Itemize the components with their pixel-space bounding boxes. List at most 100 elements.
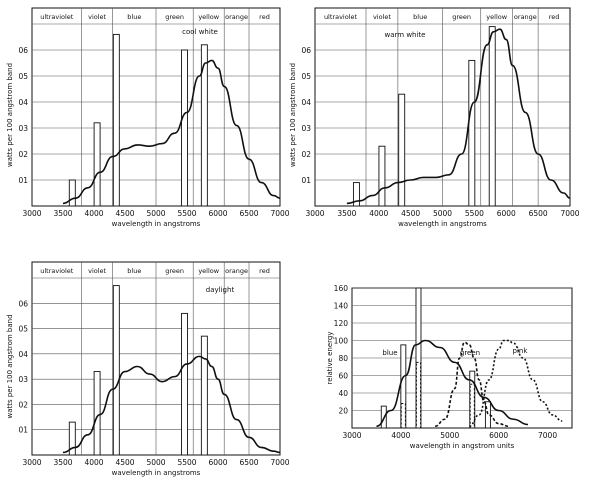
- y-tick-label: 05: [18, 325, 28, 334]
- x-tick-label: 5000: [440, 431, 459, 440]
- x-tick-label: 3000: [305, 209, 324, 218]
- x-tick-label: 3500: [337, 209, 356, 218]
- x-tick-label: 7000: [270, 209, 289, 218]
- y-axis-label: relative energy: [326, 331, 334, 384]
- chart-panel-1: ultraviolet violet blue green yellow orange re…: [6, 7, 290, 228]
- y-tick-label: 160: [334, 284, 349, 293]
- y-tick-label: 03: [18, 375, 28, 384]
- mercury-line-bar: [112, 33, 120, 207]
- mercury-line-bar: [398, 93, 406, 207]
- y-tick-label: 100: [334, 337, 349, 346]
- mercury-line-bar: [488, 26, 496, 207]
- x-tick-label: 3000: [22, 209, 41, 218]
- mercury-line-bar: [68, 179, 76, 207]
- mercury-line-bar: [200, 44, 208, 207]
- y-tick-label: 06: [18, 299, 28, 308]
- band-label-blue: blue: [127, 267, 141, 275]
- x-tick-label: 4000: [391, 431, 410, 440]
- y-tick-label: 01: [18, 426, 28, 435]
- x-tick-label: 6000: [489, 431, 508, 440]
- chart-annotation: warm white: [385, 31, 426, 39]
- mercury-line-dashed: [416, 361, 421, 429]
- y-tick-label: 02: [18, 400, 28, 409]
- mercury-line-bar: [68, 421, 76, 456]
- chart-panel-4: 20 40 60 80 100 120 140 160 3000 4000 5000 6000 7000…: [326, 284, 573, 450]
- series-label-pink: pink: [513, 347, 529, 355]
- spectral-curve: [62, 355, 281, 454]
- y-tick-label: 03: [301, 124, 311, 133]
- y-tick-label: 04: [301, 98, 311, 107]
- band-label-red: red: [259, 13, 270, 21]
- chart-panel-3: ultraviolet violet blue green yellow orange re…: [6, 261, 290, 477]
- y-tick-label: 02: [301, 150, 311, 159]
- chart-annotation: cool white: [182, 28, 218, 36]
- spectral-curve-blue: [376, 339, 529, 428]
- y-axis-label: watts per 100 angstrom band: [6, 63, 14, 167]
- x-tick-label: 4000: [84, 458, 103, 467]
- x-tick-label: 5500: [177, 458, 196, 467]
- x-tick-label: 4000: [84, 209, 103, 218]
- y-tick-label: 04: [18, 350, 28, 359]
- y-tick-label: 40: [338, 389, 348, 398]
- y-tick-label: 06: [301, 46, 311, 55]
- band-label-violet: violet: [88, 267, 106, 275]
- x-tick-label: 7000: [270, 458, 289, 467]
- x-tick-label: 5500: [177, 209, 196, 218]
- y-tick-label: 05: [301, 72, 311, 81]
- spectral-curve: [62, 59, 281, 205]
- band-label-violet: violet: [88, 13, 106, 21]
- band-label-violet: violet: [373, 13, 391, 21]
- band-label-ultraviolet: ultraviolet: [40, 13, 74, 21]
- band-label-red: red: [259, 267, 270, 275]
- x-tick-label: 6500: [239, 458, 258, 467]
- y-tick-label: 20: [338, 407, 348, 416]
- mercury-line-bar: [181, 312, 188, 456]
- x-tick-label: 6000: [208, 209, 227, 218]
- chart-panel-2: ultraviolet violet blue green yellow orange re…: [289, 7, 580, 228]
- band-label-orange: orange: [514, 13, 537, 21]
- y-tick-label: 01: [301, 176, 311, 185]
- x-tick-label: 6500: [529, 209, 548, 218]
- y-tick-label: 06: [18, 46, 28, 55]
- mercury-line-bar: [200, 335, 208, 456]
- chart-annotation: daylight: [206, 286, 235, 294]
- mercury-line-bar: [378, 145, 386, 207]
- x-tick-label: 3000: [342, 431, 361, 440]
- x-tick-label: 7000: [560, 209, 579, 218]
- x-axis-label: wavelength in angstrom units: [410, 442, 515, 450]
- x-tick-label: 7000: [538, 431, 557, 440]
- spectral-curve: [346, 28, 571, 205]
- mercury-line-bar: [415, 287, 422, 429]
- band-label-red: red: [549, 13, 560, 21]
- y-tick-label: 03: [18, 124, 28, 133]
- y-tick-label: 140: [334, 302, 349, 311]
- mercury-line-bar: [468, 59, 476, 207]
- spectral-curve-pink: [469, 339, 563, 428]
- mercury-line-bar: [93, 371, 101, 456]
- x-tick-label: 5000: [433, 209, 452, 218]
- mercury-line-bar: [352, 182, 360, 207]
- x-tick-label: 4500: [115, 209, 134, 218]
- mercury-line-dashed: [469, 383, 475, 429]
- band-label-green: green: [165, 13, 184, 21]
- x-tick-label: 6000: [208, 458, 227, 467]
- band-label-yellow: yellow: [198, 267, 219, 275]
- mercury-line-dashed: [400, 403, 406, 429]
- band-label-orange: orange: [225, 13, 248, 21]
- x-tick-label: 3500: [53, 458, 72, 467]
- band-label-green: green: [165, 267, 184, 275]
- x-tick-label: 3000: [22, 458, 41, 467]
- mercury-line-bar: [400, 344, 407, 429]
- x-tick-label: 4500: [401, 209, 420, 218]
- y-tick-label: 02: [18, 150, 28, 159]
- y-axis-label: watts per 100 angstrom band: [6, 314, 14, 418]
- spectral-curve-green: [434, 341, 509, 428]
- y-tick-label: 80: [338, 354, 348, 363]
- band-label-yellow: yellow: [486, 13, 507, 21]
- y-tick-label: 04: [18, 98, 28, 107]
- band-label-ultraviolet: ultraviolet: [40, 267, 74, 275]
- y-tick-label: 01: [18, 176, 28, 185]
- x-tick-label: 5000: [146, 209, 165, 218]
- band-label-ultraviolet: ultraviolet: [324, 13, 358, 21]
